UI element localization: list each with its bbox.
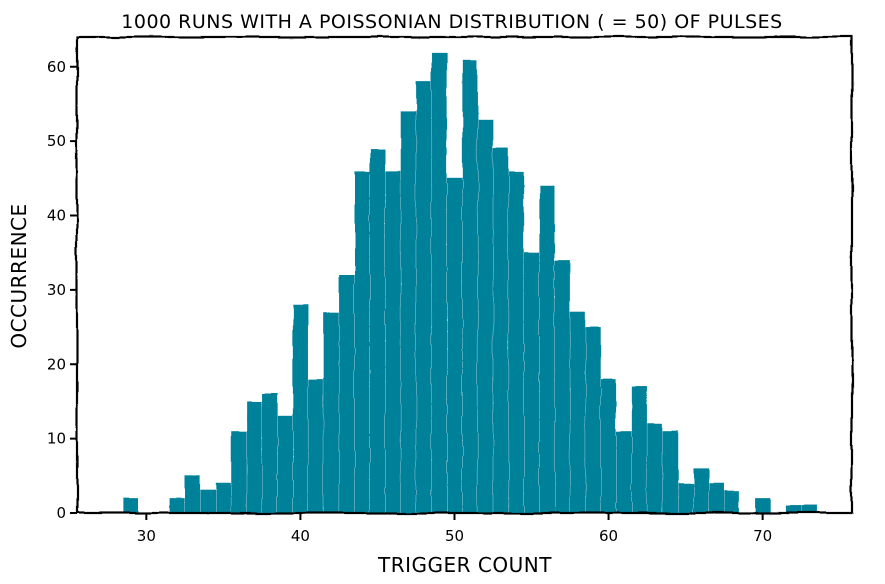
y-tick-label: 20 bbox=[47, 355, 66, 373]
y-axis-ticks: 0 10 20 30 40 50 60 bbox=[47, 58, 77, 522]
histogram-bar bbox=[493, 148, 509, 513]
histogram-bar bbox=[354, 170, 370, 514]
histogram-bar bbox=[231, 431, 247, 513]
histogram-bar bbox=[678, 483, 694, 513]
y-tick-label: 30 bbox=[47, 281, 66, 299]
histogram-bar bbox=[323, 312, 339, 513]
histogram-bar bbox=[123, 498, 139, 514]
y-tick-label: 40 bbox=[47, 207, 66, 225]
histogram-bar bbox=[200, 490, 216, 513]
bars-group bbox=[123, 51, 817, 514]
histogram-bar bbox=[477, 118, 493, 513]
histogram-bar bbox=[446, 178, 463, 513]
y-axis-label: OCCURRENCE bbox=[7, 203, 31, 348]
x-tick-label: 50 bbox=[445, 527, 464, 545]
y-tick-label: 0 bbox=[56, 504, 66, 522]
axes-frame bbox=[75, 35, 854, 515]
histogram-bar bbox=[292, 304, 308, 513]
histogram-bar bbox=[400, 111, 416, 514]
x-axis-ticks: 30 40 50 60 70 bbox=[137, 513, 772, 545]
chart-title: 1000 RUNS WITH A POISSONIAN DISTRIBUTION… bbox=[121, 11, 782, 33]
histogram-bar bbox=[662, 431, 678, 513]
histogram-bar bbox=[554, 260, 570, 514]
histogram-bar bbox=[585, 327, 601, 513]
histogram-bar bbox=[616, 431, 632, 513]
histogram-bar bbox=[539, 185, 555, 513]
y-tick-label: 60 bbox=[47, 58, 66, 76]
histogram-bar bbox=[215, 483, 231, 513]
histogram-bar bbox=[724, 490, 740, 513]
x-tick-label: 60 bbox=[599, 527, 618, 545]
histogram-bar bbox=[462, 59, 478, 514]
histogram-bar bbox=[339, 275, 355, 513]
x-axis-label: TRIGGER COUNT bbox=[377, 553, 552, 577]
histogram-bar bbox=[169, 498, 185, 514]
histogram-bar bbox=[262, 394, 278, 513]
x-tick-label: 70 bbox=[753, 527, 772, 545]
x-tick-label: 30 bbox=[137, 527, 156, 545]
histogram-bar bbox=[523, 252, 540, 513]
histogram-bar bbox=[708, 483, 724, 513]
histogram-bar bbox=[601, 379, 617, 514]
y-tick-label: 10 bbox=[47, 430, 66, 448]
histogram-bar bbox=[246, 401, 262, 513]
histogram-bar bbox=[570, 312, 586, 513]
histogram-bar bbox=[185, 475, 201, 513]
histogram-bar bbox=[369, 148, 385, 513]
histogram-bar bbox=[631, 386, 647, 513]
y-tick-label: 50 bbox=[47, 132, 66, 150]
histogram-bar bbox=[647, 423, 663, 513]
histogram-bar bbox=[508, 170, 524, 514]
histogram-bar bbox=[693, 468, 709, 514]
histogram-bar bbox=[385, 170, 401, 514]
histogram-bar bbox=[755, 498, 771, 514]
histogram-bar bbox=[277, 416, 293, 513]
histogram-bar bbox=[801, 505, 817, 513]
plot-frame bbox=[75, 35, 854, 515]
histogram-bar bbox=[308, 379, 324, 514]
x-tick-label: 40 bbox=[291, 527, 310, 545]
histogram-bar bbox=[431, 51, 447, 514]
histogram-bar bbox=[416, 81, 432, 514]
histogram-bar bbox=[785, 505, 801, 513]
